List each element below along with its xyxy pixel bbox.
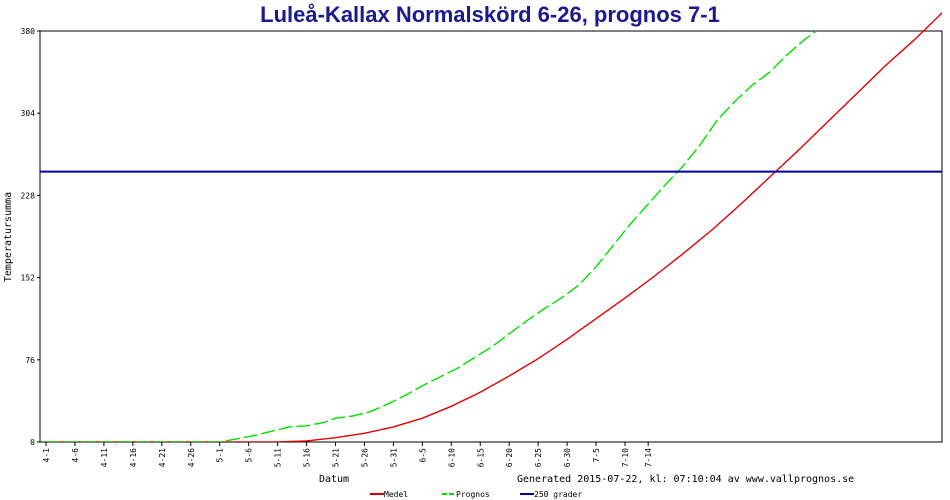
x-axis-label: Datum <box>319 474 349 485</box>
x-tick-label: 6-20 <box>505 448 514 467</box>
x-tick-label: 5-26 <box>360 448 369 467</box>
x-tick-label: 6-10 <box>447 448 456 467</box>
x-tick-label: 5-11 <box>274 448 283 467</box>
y-tick-label: 152 <box>21 274 36 283</box>
plot-area <box>39 30 943 443</box>
x-tick-label: 4-11 <box>100 448 109 467</box>
x-tick-label: 4-6 <box>71 448 80 463</box>
x-tick-label: 4-16 <box>129 448 138 467</box>
x-tick-label: 6-25 <box>534 448 543 467</box>
y-tick-label: 380 <box>21 27 36 36</box>
legend-label: Medel <box>384 490 408 499</box>
y-tick-label: 76 <box>25 356 35 365</box>
x-tick-label: 4-26 <box>187 448 196 467</box>
x-tick-label: 6-30 <box>563 448 572 467</box>
legend: Medel Prognos 250 grader <box>370 490 582 499</box>
legend-label: 250 grader <box>534 490 582 499</box>
series-layer <box>40 11 942 442</box>
chart-title: Luleå-Kallax Normalskörd 6-26, prognos 7… <box>260 2 720 27</box>
x-tick-label: 7-14 <box>644 448 653 467</box>
x-tick-label: 6-5 <box>418 448 427 463</box>
x-tick-label: 4-21 <box>158 448 167 467</box>
y-axis: 0 76 152 228 304 380 <box>21 27 40 447</box>
x-tick-label: 7-10 <box>621 448 630 467</box>
x-tick-label: 6-15 <box>476 448 485 467</box>
series-line-medel <box>46 11 942 442</box>
y-axis-label: Temperatursumma <box>3 192 14 282</box>
footer-text: Generated 2015-07-22, kl: 07:10:04 av ww… <box>517 474 854 485</box>
x-tick-label: 5-21 <box>332 448 341 467</box>
y-tick-label: 304 <box>21 109 36 118</box>
x-tick-label: 5-16 <box>303 448 312 467</box>
legend-label: Prognos <box>456 490 490 499</box>
x-tick-label: 5-1 <box>216 448 225 463</box>
y-tick-label: 228 <box>21 191 36 200</box>
series-line-prognos <box>46 30 817 442</box>
x-tick-label: 4-1 <box>42 448 51 463</box>
x-tick-label: 7-5 <box>592 448 601 463</box>
x-tick-label: 5-6 <box>245 448 254 463</box>
y-tick-label: 0 <box>30 438 35 447</box>
x-tick-label: 5-31 <box>389 448 398 467</box>
x-axis: 4-1 4-6 4-11 4-16 4-21 4-26 5-1 5-6 5-11 5-16 5-21… <box>42 442 653 467</box>
